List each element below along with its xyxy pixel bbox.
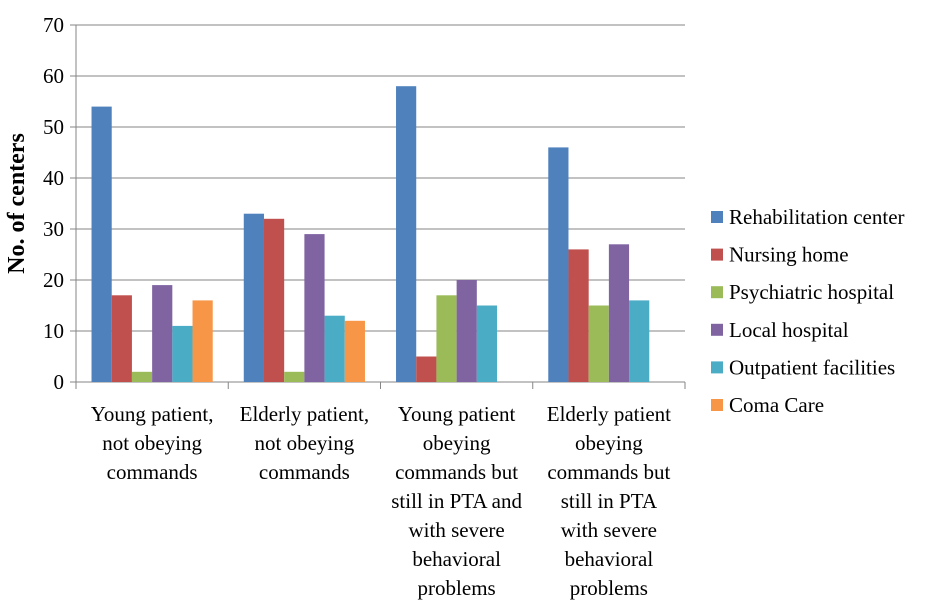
bar-coma-care [344, 320, 365, 382]
legend-label: Coma Care [729, 393, 824, 417]
x-category-label-line: not obeying [102, 431, 202, 455]
legend-swatch [711, 361, 723, 374]
legend-item: Rehabilitation center [711, 205, 905, 229]
bar-coma-care [192, 300, 213, 382]
bar-outpatient-facilities [629, 300, 650, 382]
bar-psychiatric-hospital [131, 371, 153, 382]
legend-label: Rehabilitation center [729, 205, 905, 229]
x-category-label-line: still in PTA [561, 489, 658, 513]
legend-item: Outpatient facilities [711, 355, 895, 379]
bar-nursing-home [111, 295, 132, 382]
legend-item: Coma Care [711, 393, 824, 417]
legend-label: Outpatient facilities [729, 355, 895, 379]
bar-local-hospital [608, 244, 630, 382]
axis-labels: 0 10 20 30 40 50 60 70 Young patient, not obeying… [4, 13, 671, 600]
bar-psychiatric-hospital [284, 371, 305, 382]
x-category-label: Elderly patient obeying commands but still … [547, 402, 671, 600]
legend-swatch [711, 248, 723, 261]
y-tick-label: 60 [43, 64, 64, 88]
bar-nursing-home [416, 356, 437, 382]
legend-label: Local hospital [729, 318, 849, 342]
x-category-label-line: Elderly patient, [240, 402, 369, 426]
y-tick-label: 20 [43, 268, 64, 292]
x-category-label-line: with severe [409, 518, 505, 542]
x-category-label-line: not obeying [255, 431, 355, 455]
bar-nursing-home [568, 249, 589, 382]
bar-outpatient-facilities [476, 305, 498, 382]
y-tick-label: 40 [43, 166, 64, 190]
legend-label: Psychiatric hospital [729, 280, 894, 304]
x-category-label: Young patient obeying commands but still in… [391, 402, 522, 600]
bar-rehabilitation-center [548, 147, 569, 382]
x-category-label: Young patient, not obeying commands [91, 402, 214, 484]
bar-local-hospital [456, 280, 477, 382]
bar-rehabilitation-center [91, 106, 112, 382]
x-category-label-line: commands [107, 460, 198, 484]
y-axis-title: No. of centers [4, 133, 30, 274]
bar-outpatient-facilities [172, 325, 193, 382]
x-category-label: Elderly patient, not obeying commands [240, 402, 369, 484]
y-tick-label: 50 [43, 115, 64, 139]
y-tick-label: 0 [54, 370, 65, 394]
bar-rehabilitation-center [243, 213, 264, 382]
legend-item: Psychiatric hospital [711, 280, 894, 304]
grid-lines [76, 24, 685, 332]
legend-swatch [711, 286, 723, 299]
x-category-label-line: problems [418, 576, 496, 600]
x-category-label-line: problems [570, 576, 648, 600]
legend-item: Local hospital [711, 318, 849, 342]
y-tick-label: 30 [43, 217, 64, 241]
bar-rehabilitation-center [396, 86, 417, 382]
bar-psychiatric-hospital [588, 305, 609, 382]
y-tick-label: 10 [43, 319, 64, 343]
x-category-label-line: with severe [561, 518, 657, 542]
x-category-label-line: commands but [547, 460, 670, 484]
x-category-label-line: still in PTA and [391, 489, 522, 513]
legend-swatch [711, 323, 723, 336]
legend: Rehabilitation center Nursing home Psychia… [711, 205, 905, 417]
x-category-label-line: Elderly patient [547, 402, 671, 426]
x-category-label-line: behavioral [565, 547, 654, 571]
bars [91, 86, 650, 382]
x-category-label-line: obeying [575, 431, 643, 455]
x-category-label-line: Young patient [398, 402, 516, 426]
bar-local-hospital [304, 234, 325, 382]
legend-swatch [711, 211, 723, 223]
x-category-label-line: commands but [395, 460, 518, 484]
bar-local-hospital [152, 285, 173, 382]
bar-outpatient-facilities [324, 315, 345, 382]
legend-label: Nursing home [729, 243, 849, 267]
x-category-label-line: commands [259, 460, 350, 484]
bar-nursing-home [263, 218, 285, 382]
x-category-label-line: behavioral [412, 547, 501, 571]
x-category-label-line: obeying [423, 431, 491, 455]
legend-swatch [711, 399, 723, 411]
y-tick-label: 70 [43, 13, 64, 37]
bar-psychiatric-hospital [436, 295, 457, 382]
legend-item: Nursing home [711, 243, 849, 267]
x-category-label-line: Young patient, [91, 402, 214, 426]
